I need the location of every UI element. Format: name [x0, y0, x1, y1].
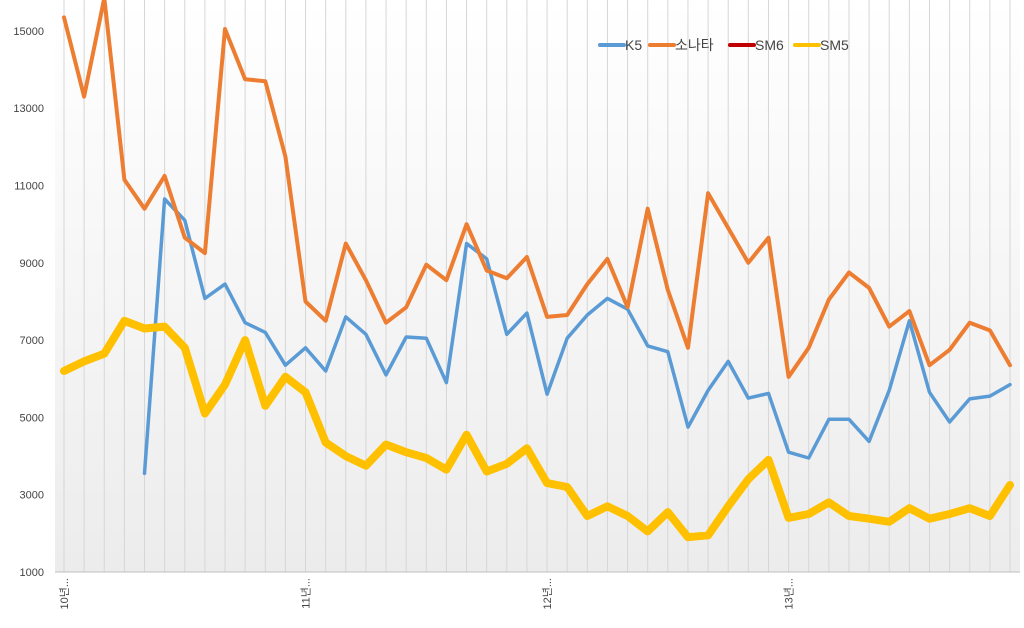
y-tick-label: 13000 — [13, 103, 44, 115]
y-tick-label: 7000 — [20, 335, 44, 347]
y-tick-label: 1000 — [20, 567, 44, 579]
y-tick-label: 9000 — [20, 258, 44, 270]
y-tick-label: 15000 — [13, 26, 44, 38]
y-tick-label: 3000 — [20, 490, 44, 502]
x-tick-label: 11년... — [300, 578, 313, 609]
y-tick-label: 11000 — [14, 181, 44, 193]
legend: K5 소나타 SM6 SM5 — [598, 37, 849, 53]
series-lines — [60, 0, 1014, 542]
legend-label: 소나타 — [675, 37, 714, 53]
legend-label: K5 — [625, 37, 642, 53]
series-line-K5 — [142, 197, 1012, 476]
legend-label: SM5 — [820, 37, 849, 53]
x-tick-label: 12년... — [541, 578, 554, 610]
x-tick-label: 13년... — [783, 578, 796, 610]
legend-label: SM6 — [755, 37, 784, 53]
axes: 1000 3000 5000 7000 9000 11000 13000 15000 10년..… — [13, 26, 1020, 610]
y-tick-label: 5000 — [20, 412, 44, 424]
series-line-SM5 — [60, 316, 1014, 542]
series-line-소나타 — [62, 0, 1012, 379]
x-tick-label: 10년... — [58, 578, 71, 610]
